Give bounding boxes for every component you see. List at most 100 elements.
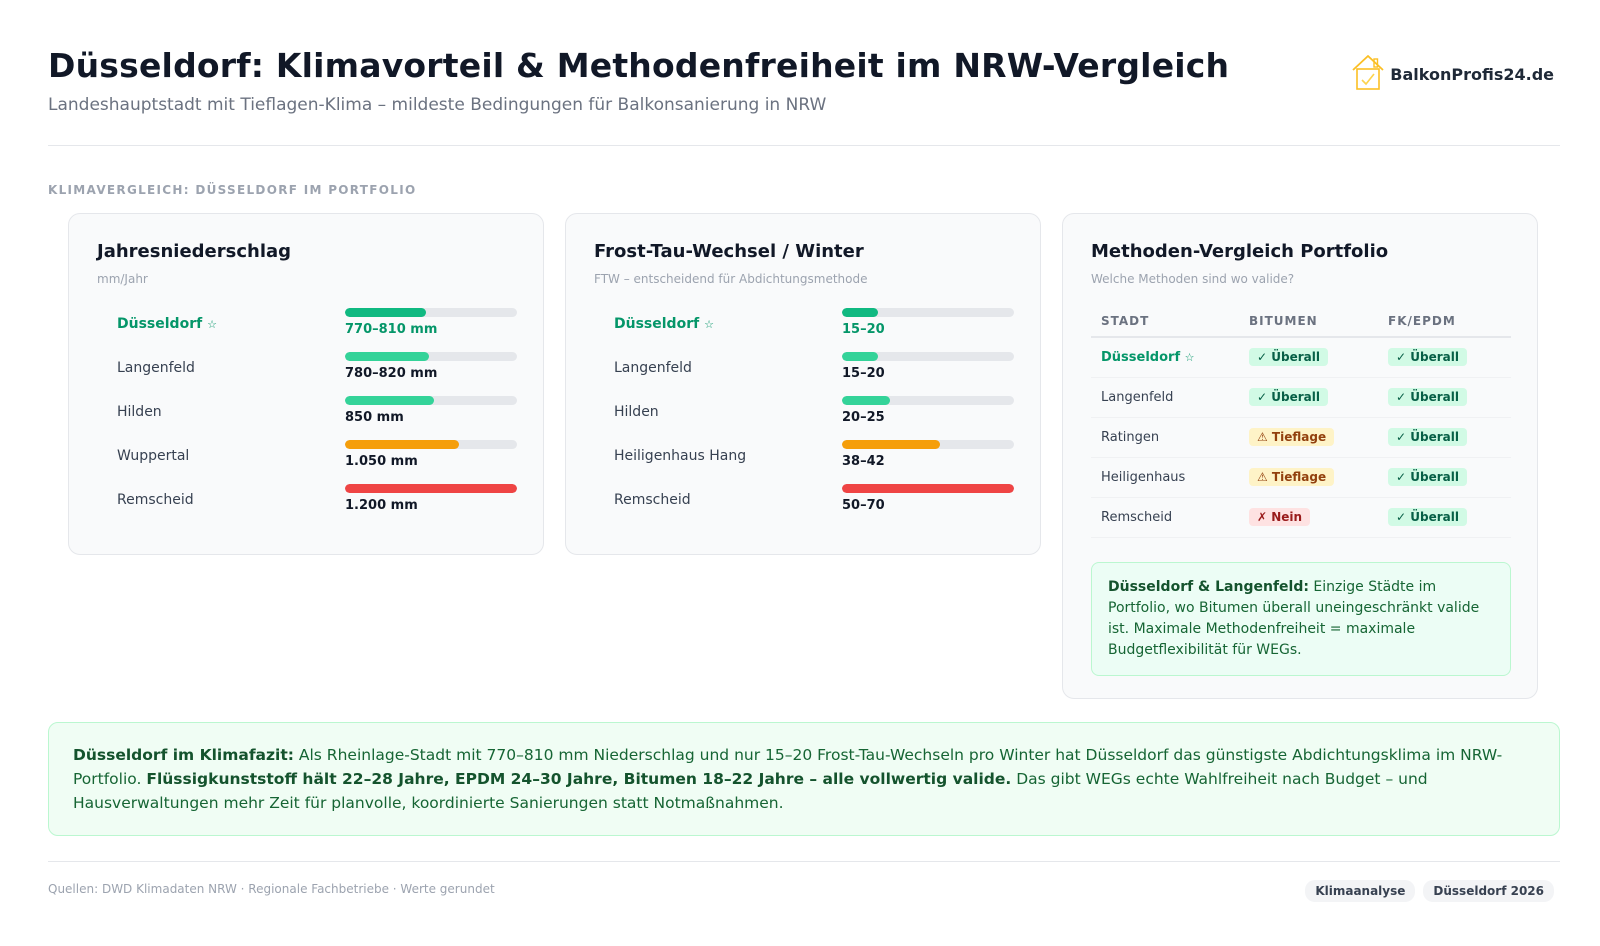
city-name: Langenfeld — [117, 360, 195, 376]
summary-box: Düsseldorf im Klimafazit: Als Rheinlage-… — [48, 722, 1560, 836]
methods-note: Düsseldorf & Langenfeld: Einzige Städte … — [1091, 561, 1511, 676]
tag-list: Klimaanalyse Düsseldorf 2026 — [1305, 880, 1554, 902]
bar-track — [345, 352, 517, 361]
bar-row: Remscheid 1.200 mm — [97, 484, 517, 528]
bar-city-label: Hilden — [117, 404, 162, 420]
table-row: Langenfeld ✓ Überall ✓ Überall — [1091, 377, 1511, 418]
card-title: Jahresniederschlag — [97, 241, 292, 262]
bitumen-badge: ⚠ Tieflage — [1249, 428, 1335, 446]
bar-city-label: Langenfeld — [614, 360, 692, 376]
bar-track — [842, 396, 1014, 405]
bar-track — [842, 352, 1014, 361]
bar-row: Düsseldorf ☆ 770–810 mm — [97, 308, 517, 352]
column-header-city: STADT — [1091, 306, 1239, 338]
fk-epdm-cell: ✓ Überall — [1378, 337, 1511, 378]
bar-fill — [345, 440, 459, 449]
bar-fill — [842, 352, 879, 361]
bar-fill — [842, 308, 879, 317]
summary-bold-lead: Düsseldorf im Klimafazit: — [73, 746, 294, 764]
card-title: Frost-Tau-Wechsel / Winter — [594, 241, 864, 262]
city-cell: Heiligenhaus — [1091, 457, 1239, 498]
city-name: Langenfeld — [614, 360, 692, 376]
city-name: Remscheid — [117, 492, 194, 508]
summary-text-2: Das gibt WEGs echte Wahlfreiheit nach Bu… — [73, 770, 1428, 812]
fk-epdm-badge: ✓ Überall — [1388, 508, 1467, 526]
page-subtitle: Landeshauptstadt mit Tieflagen-Klima – m… — [48, 95, 827, 115]
precipitation-card: Jahresniederschlag mm/Jahr Düsseldorf ☆ 7… — [68, 213, 544, 555]
note-text: Einzige Städte im Portfolio, wo Bitumen … — [1108, 578, 1480, 658]
bitumen-badge: ✓ Überall — [1249, 348, 1328, 367]
city-name: Remscheid — [614, 492, 691, 508]
table-header-row: STADT BITUMEN FK/EPDM — [1091, 306, 1511, 338]
city-name: Hilden — [117, 404, 162, 420]
bar-fill — [842, 484, 1014, 493]
star-icon: ☆ — [1184, 350, 1195, 364]
bitumen-badge: ✓ Überall — [1249, 388, 1328, 406]
bitumen-badge: ✗ Nein — [1249, 508, 1311, 526]
city-cell: Düsseldorf ☆ — [1091, 337, 1239, 378]
section-label: KLIMAVERGLEICH: DÜSSELDORF IM PORTFOLIO — [48, 183, 417, 197]
bitumen-cell: ✗ Nein — [1239, 497, 1378, 538]
methods-table: STADT BITUMEN FK/EPDM Düsseldorf ☆ ✓ Über… — [1091, 306, 1511, 538]
bar-row: Heiligenhaus Hang 38–42 — [594, 440, 1014, 484]
bitumen-cell: ✓ Überall — [1239, 337, 1378, 378]
bar-value: 20–25 — [842, 410, 885, 425]
bar-row: Wuppertal 1.050 mm — [97, 440, 517, 484]
bar-fill — [842, 396, 891, 405]
page-header: Düsseldorf: Klimavorteil & Methodenfreih… — [48, 46, 1560, 146]
bar-value: 770–810 mm — [345, 322, 438, 337]
bar-fill — [345, 396, 435, 405]
city-name: Düsseldorf — [1101, 349, 1181, 365]
star-icon: ☆ — [704, 318, 714, 331]
city-name: Düsseldorf — [117, 316, 203, 332]
tag-duesseldorf-2026[interactable]: Düsseldorf 2026 — [1423, 880, 1554, 902]
sources-text: Quellen: DWD Klimadaten NRW · Regionale … — [48, 882, 495, 896]
frost-thaw-bar-list: Düsseldorf ☆ 15–20 Langenfeld 15–20 Hilden 20… — [594, 308, 1014, 528]
card-subtitle: Welche Methoden sind wo valide? — [1091, 272, 1295, 286]
bar-fill — [842, 440, 941, 449]
city-cell: Ratingen — [1091, 417, 1239, 458]
bar-row: Langenfeld 15–20 — [594, 352, 1014, 396]
city-name: Ratingen — [1101, 429, 1160, 445]
bar-city-label: Langenfeld — [117, 360, 195, 376]
city-name: Langenfeld — [1101, 389, 1174, 405]
city-name: Heiligenhaus Hang — [614, 448, 747, 464]
fk-epdm-cell: ✓ Überall — [1378, 497, 1511, 538]
city-name: Wuppertal — [117, 448, 190, 464]
city-name: Düsseldorf — [614, 316, 700, 332]
page-title: Düsseldorf: Klimavorteil & Methodenfreih… — [48, 46, 1230, 85]
tag-klimaanalyse[interactable]: Klimaanalyse — [1305, 880, 1416, 902]
bar-fill — [345, 352, 430, 361]
bar-row: Hilden 850 mm — [97, 396, 517, 440]
table-row: Heiligenhaus ⚠ Tieflage ✓ Überall — [1091, 457, 1511, 498]
bar-city-label: Heiligenhaus Hang — [614, 448, 746, 464]
bar-track — [842, 308, 1014, 317]
bitumen-cell: ⚠ Tieflage — [1239, 457, 1378, 498]
bar-value: 780–820 mm — [345, 366, 438, 381]
card-title: Methoden-Vergleich Portfolio — [1091, 241, 1389, 262]
table-row: Ratingen ⚠ Tieflage ✓ Überall — [1091, 417, 1511, 458]
table-row: Remscheid ✗ Nein ✓ Überall — [1091, 497, 1511, 538]
logo[interactable]: BalkonProfis24.de — [1350, 52, 1554, 96]
bar-value: 1.200 mm — [345, 498, 418, 513]
fk-epdm-badge: ✓ Überall — [1388, 388, 1467, 406]
frost-thaw-card: Frost-Tau-Wechsel / Winter FTW – entsche… — [565, 213, 1041, 555]
precipitation-bar-list: Düsseldorf ☆ 770–810 mm Langenfeld 780–820 … — [97, 308, 517, 528]
bar-track — [345, 396, 517, 405]
bar-value: 38–42 — [842, 454, 885, 469]
bar-value: 50–70 — [842, 498, 885, 513]
bitumen-cell: ⚠ Tieflage — [1239, 417, 1378, 458]
house-check-icon — [1350, 52, 1386, 96]
city-name: Heiligenhaus — [1101, 469, 1186, 485]
bar-row: Remscheid 50–70 — [594, 484, 1014, 528]
bitumen-cell: ✓ Überall — [1239, 377, 1378, 418]
bitumen-badge: ⚠ Tieflage — [1249, 468, 1335, 486]
bar-track — [345, 440, 517, 449]
summary-bold-durability: Flüssigkunststoff hält 22–28 Jahre, EPDM… — [146, 770, 1012, 788]
bar-value: 15–20 — [842, 322, 885, 337]
city-cell: Langenfeld — [1091, 377, 1239, 418]
note-bold: Düsseldorf & Langenfeld: — [1108, 578, 1309, 595]
city-name: Hilden — [614, 404, 659, 420]
bar-fill — [345, 484, 517, 493]
column-header-fk-epdm: FK/EPDM — [1378, 306, 1511, 338]
